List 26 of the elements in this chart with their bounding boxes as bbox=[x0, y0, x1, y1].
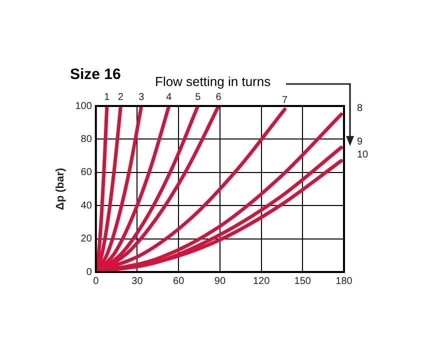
text: Flow setting in turns bbox=[155, 74, 271, 89]
x-tick-label: 90 bbox=[214, 276, 226, 287]
series-label: 5 bbox=[195, 92, 202, 103]
x-tick-label: 0 bbox=[93, 276, 100, 287]
x-tick-label: 30 bbox=[132, 276, 144, 287]
x-tick-label: 120 bbox=[252, 276, 270, 287]
series-label: 10 bbox=[357, 150, 369, 161]
series-label: 3 bbox=[138, 92, 145, 103]
y-tick-label: 60 bbox=[80, 167, 92, 178]
chart-title: Size 16 bbox=[70, 66, 121, 83]
y-tick-label: 0 bbox=[86, 266, 92, 278]
y-tick-label: 100 bbox=[75, 100, 92, 112]
y-tick-label: 20 bbox=[80, 234, 92, 245]
series-label: 4 bbox=[166, 92, 172, 103]
series-label: 8 bbox=[357, 103, 363, 114]
series-label: 2 bbox=[118, 92, 124, 103]
series-label: 9 bbox=[357, 136, 363, 148]
series-label: 7 bbox=[282, 95, 288, 106]
x-tick-label: 150 bbox=[294, 276, 312, 287]
y-tick-label: 40 bbox=[80, 200, 92, 212]
y-tick-label: 80 bbox=[80, 134, 92, 145]
series-label: 6 bbox=[216, 92, 222, 103]
x-tick-label: 60 bbox=[173, 276, 185, 287]
y-axis-title: Δp (bar) bbox=[54, 168, 67, 210]
series-label: 1 bbox=[104, 92, 110, 103]
x-tick-label: 180 bbox=[336, 276, 353, 287]
